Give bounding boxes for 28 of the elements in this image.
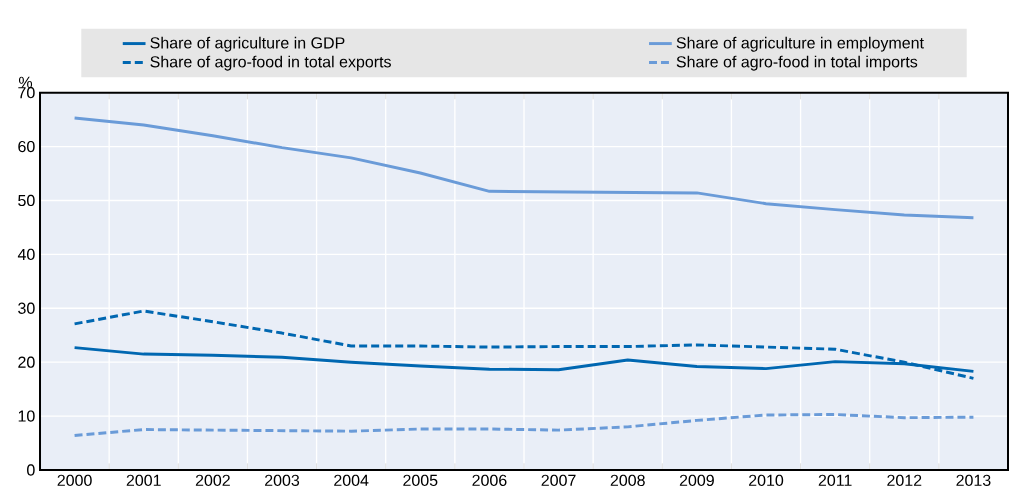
x-tick-label: 2012 [887, 474, 922, 487]
y-tick-label: 50 [18, 194, 35, 207]
x-tick-label: 2003 [265, 474, 300, 487]
x-tick-label: 2008 [610, 474, 645, 487]
legend-label: Share of agro-food in total exports [150, 55, 391, 71]
legend-label: Share of agriculture in employment [676, 36, 924, 52]
x-tick-label: 2001 [126, 474, 161, 487]
y-tick-label: 40 [17, 248, 35, 261]
y-tick-label: 60 [18, 140, 35, 153]
x-tick-label: 2007 [541, 474, 576, 487]
x-tick-label: 2011 [818, 474, 852, 487]
x-tick-label: 2006 [472, 474, 507, 487]
legend-label: Share of agriculture in GDP [150, 36, 345, 52]
x-tick-label: 2004 [334, 474, 369, 487]
x-tick-label: 2009 [679, 474, 714, 487]
y-tick-label: 70 [18, 87, 35, 99]
y-tick-label: 10 [18, 410, 35, 422]
x-tick-label: 2010 [749, 474, 784, 487]
x-tick-label: 2002 [195, 474, 230, 487]
x-tick-label: 2005 [403, 474, 438, 487]
x-tick-label: 2013 [956, 474, 991, 487]
y-tick-label: 0 [27, 464, 35, 476]
line-series [73, 309, 975, 380]
y-axis-title: % [18, 76, 33, 88]
y-tick-label: 30 [18, 302, 35, 314]
x-tick-label: 2000 [57, 474, 92, 487]
y-tick-label: 20 [18, 356, 35, 368]
legend-label: Share of agro-food in total imports [676, 55, 918, 71]
